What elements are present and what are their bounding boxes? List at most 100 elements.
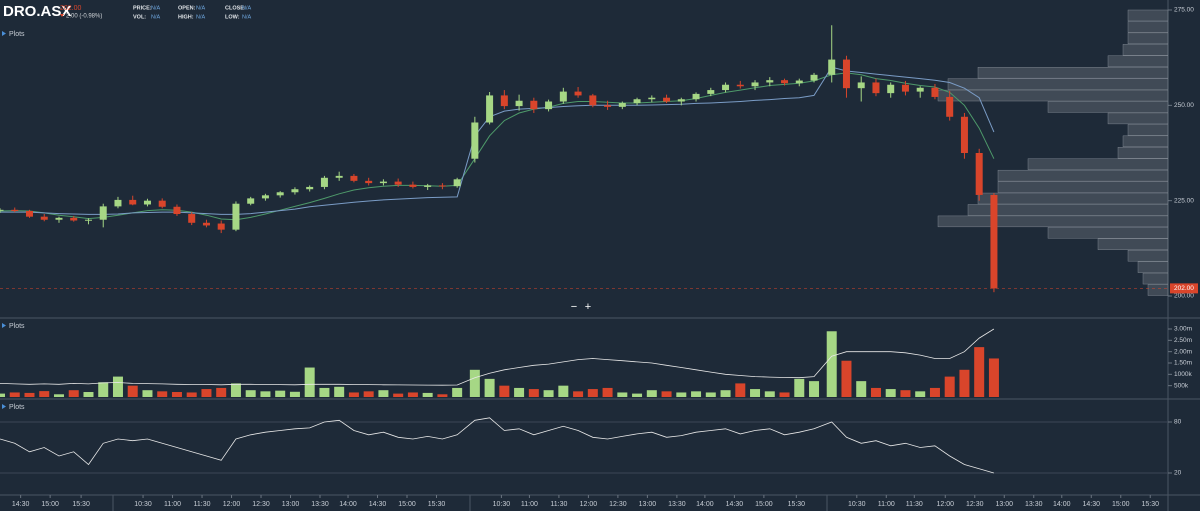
volume-bar — [0, 393, 5, 397]
volume-bar — [378, 390, 389, 397]
candle-body — [618, 103, 626, 107]
candle-body — [84, 219, 92, 221]
volume-bar — [171, 392, 182, 397]
volume-profile-bar — [997, 169, 1169, 182]
volume-bar — [617, 392, 628, 397]
volume-bar — [334, 386, 345, 397]
candle-body — [350, 175, 358, 181]
x-tick-label: 15:00 — [41, 501, 59, 508]
panel-label[interactable]: Plots — [9, 404, 25, 411]
volume-bar — [691, 391, 702, 397]
volume-bar — [499, 385, 510, 397]
candle-body — [291, 189, 299, 193]
last-price-label: 202.00 — [1174, 285, 1194, 292]
volume-bar — [112, 376, 123, 397]
candle-body — [946, 96, 954, 117]
volume-average — [0, 328, 995, 386]
candle-body — [530, 100, 538, 110]
volume-profile-bar — [1127, 21, 1169, 33]
x-tick-label: 14:30 — [1083, 501, 1101, 508]
zoom-out[interactable]: − — [571, 301, 577, 313]
candle-body — [872, 82, 880, 94]
volume-bar — [452, 387, 463, 397]
y-tick-label: 80 — [1174, 419, 1182, 426]
candle-body — [232, 203, 240, 230]
volume-bar — [959, 369, 970, 397]
candle-body — [379, 181, 387, 184]
candle-body — [648, 97, 656, 100]
volume-profile-bar — [977, 66, 1169, 79]
candle-body — [810, 74, 818, 81]
x-tick-label: 14:00 — [1053, 501, 1071, 508]
volume-profile-bar — [1107, 55, 1169, 67]
moving-average — [0, 72, 995, 221]
candle-body — [692, 93, 700, 100]
candle-body — [589, 95, 597, 106]
volume-profile-bar — [937, 89, 1169, 102]
field-value: N/A — [196, 5, 206, 11]
candle-body — [500, 95, 508, 107]
x-tick-label: 14:30 — [369, 501, 387, 508]
candle-body — [25, 210, 33, 217]
x-tick-label: 14:00 — [339, 501, 357, 508]
header-price: 202.00 — [60, 5, 82, 12]
candle-body — [11, 209, 19, 211]
field-label: LOW: — [225, 14, 240, 20]
candle-body — [781, 80, 789, 84]
candle-body — [887, 84, 895, 94]
volume-profile-bar — [1127, 9, 1169, 22]
volume-bar — [929, 387, 940, 397]
volume-bar — [750, 389, 761, 397]
volume-bar — [543, 390, 554, 397]
volume-bar — [422, 392, 433, 397]
volume-bar — [514, 387, 525, 397]
y-tick-label: 2.00m — [1174, 348, 1192, 355]
x-tick-label: 12:30 — [966, 501, 984, 508]
candle-body — [916, 87, 924, 92]
volume-bar — [83, 392, 94, 397]
volume-bar — [779, 392, 790, 397]
volume-bar — [275, 390, 286, 397]
volume-profile-bar — [947, 78, 1169, 90]
candle-body — [365, 180, 373, 184]
volume-bar — [348, 392, 359, 397]
x-tick-label: 10:30 — [134, 501, 152, 508]
volume-bar — [98, 382, 109, 397]
volume-bar — [407, 392, 418, 397]
candle-body — [960, 116, 968, 153]
volume-profile-bar — [977, 192, 1169, 205]
candle-body — [424, 185, 432, 187]
panel-label[interactable]: Plots — [9, 323, 25, 330]
candle-body — [276, 192, 284, 196]
field-value: N/A — [151, 14, 161, 20]
volume-bar — [974, 347, 985, 397]
y-tick-label: 2.50m — [1174, 337, 1192, 344]
candle-body — [217, 223, 225, 230]
panel-toggle[interactable] — [2, 31, 6, 36]
x-tick-label: 15:30 — [428, 501, 446, 508]
panel-toggle[interactable] — [2, 323, 6, 328]
field-value: N/A — [151, 5, 161, 11]
volume-bar — [870, 387, 881, 397]
x-tick-label: 11:30 — [194, 501, 211, 508]
field-label: CLOSE: — [225, 5, 246, 11]
zoom-in[interactable]: + — [585, 301, 591, 313]
field-label: HIGH: — [178, 14, 194, 20]
x-tick-label: 12:30 — [609, 501, 627, 508]
volume-bar — [558, 385, 569, 397]
candle-body — [409, 184, 417, 187]
volume-bar — [988, 358, 999, 397]
panel-label[interactable]: Plots — [9, 31, 25, 38]
candle-body — [70, 217, 78, 221]
volume-bar — [602, 387, 613, 397]
volume-bar — [363, 391, 374, 397]
volume-bar — [794, 378, 805, 397]
panel-toggle[interactable] — [2, 404, 6, 409]
y-tick-label: 225.00 — [1174, 197, 1194, 204]
candle-body — [0, 209, 4, 211]
candle-body — [129, 199, 137, 205]
candle-body — [55, 217, 63, 220]
volume-bar — [230, 383, 241, 397]
volume-bar — [9, 392, 20, 397]
x-tick-label: 11:00 — [878, 501, 895, 508]
